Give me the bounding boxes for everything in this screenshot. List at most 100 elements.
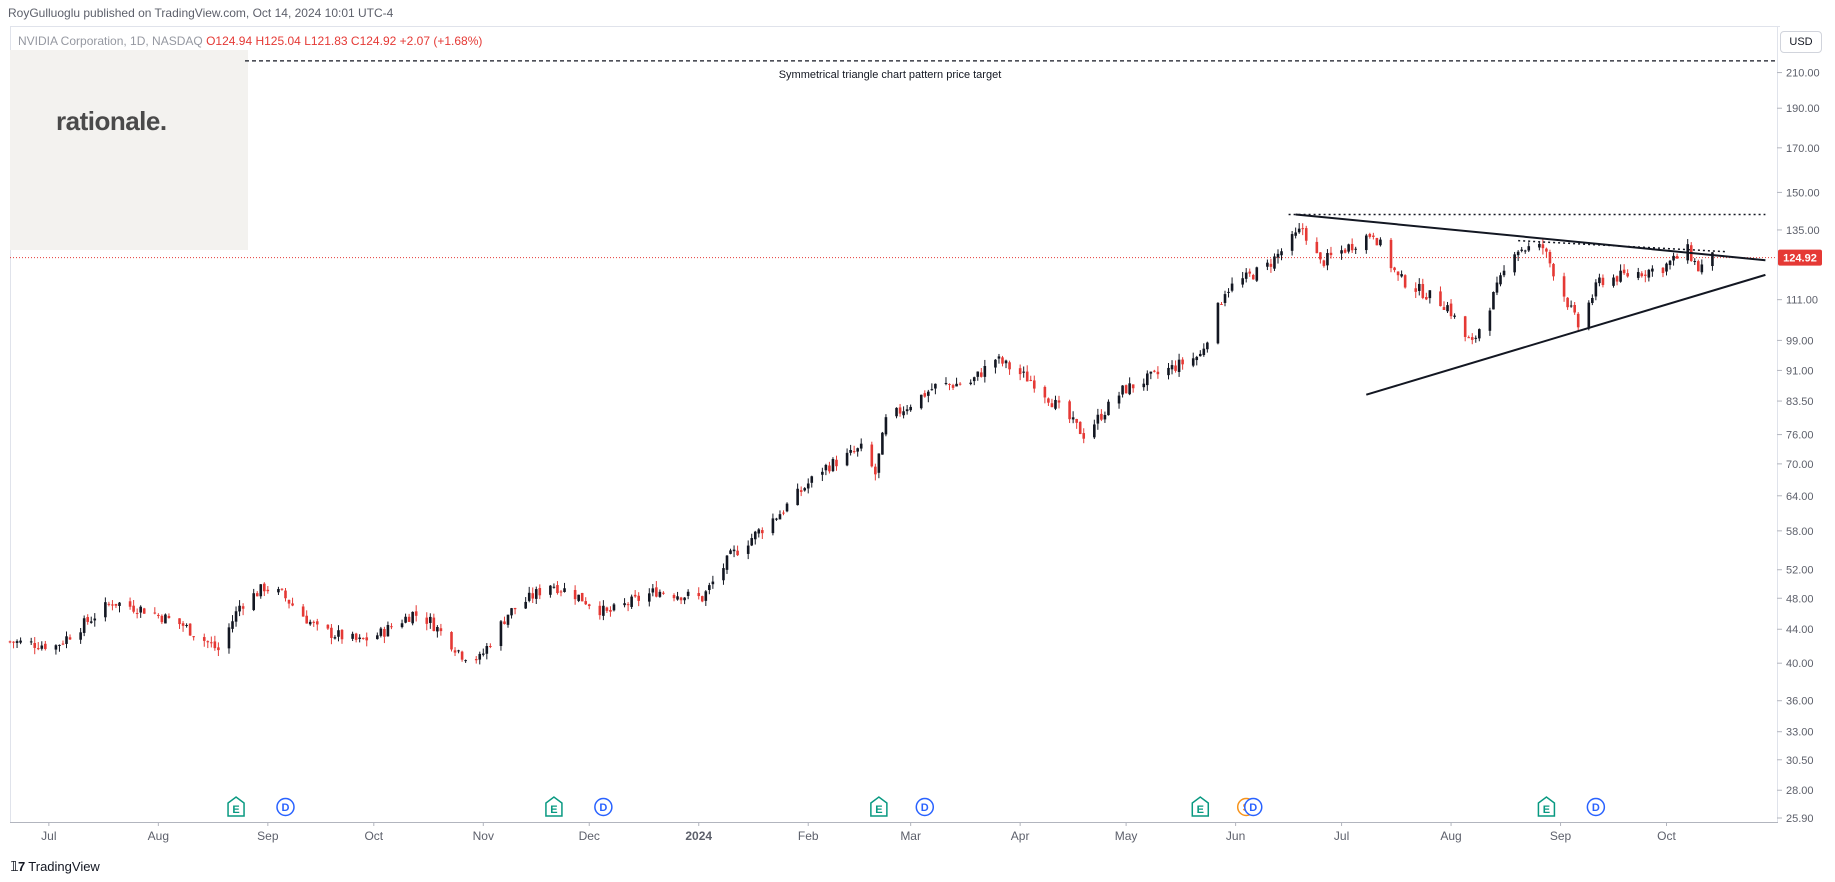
candle-body xyxy=(923,393,927,397)
time-tick-label: Sep xyxy=(1550,829,1572,843)
price-tick-label: 111.00 xyxy=(1786,295,1818,307)
candle-body xyxy=(1612,277,1615,286)
price-tick-label: 190.00 xyxy=(1786,103,1820,115)
candle-body xyxy=(407,616,411,622)
legend-high: H125.04 xyxy=(255,34,301,48)
candle-body xyxy=(485,645,489,654)
candle-body xyxy=(725,555,729,570)
candle-body xyxy=(1230,283,1234,291)
candle-body xyxy=(605,607,609,611)
candle-body xyxy=(972,377,976,382)
candle-body xyxy=(1569,305,1573,307)
candle-body xyxy=(68,637,72,640)
candle-body xyxy=(499,621,503,647)
candle-body xyxy=(1622,269,1626,274)
candle-body xyxy=(927,391,930,396)
candle-body xyxy=(708,585,711,590)
dividend-marker-icon xyxy=(594,797,613,817)
candle-body xyxy=(1149,371,1153,374)
candle-body xyxy=(153,612,157,614)
candle-body xyxy=(651,588,655,593)
candle-body xyxy=(524,601,527,609)
candle-body xyxy=(506,614,510,625)
candle-body xyxy=(753,531,757,540)
candle-body xyxy=(1304,228,1308,241)
candle-body xyxy=(1672,255,1675,261)
candle-body xyxy=(284,590,287,599)
candle-body xyxy=(1400,274,1403,277)
candle-body xyxy=(722,568,725,581)
candle-body xyxy=(1463,316,1467,337)
candle-body xyxy=(1290,234,1294,251)
candle-body xyxy=(1206,342,1209,350)
candle-body xyxy=(1241,278,1244,285)
candle-body xyxy=(474,659,478,661)
candle-body xyxy=(633,594,637,597)
candle-body xyxy=(33,643,37,648)
candle-body xyxy=(944,382,948,384)
candle-body xyxy=(1142,383,1146,388)
earnings-marker-label: E xyxy=(1543,804,1550,816)
candle-body xyxy=(877,453,881,473)
earnings-marker-label: E xyxy=(875,804,882,816)
candle-body xyxy=(111,604,114,606)
dividend-marker-icon xyxy=(1244,797,1263,817)
candle-body xyxy=(1301,228,1305,230)
candle-body xyxy=(746,545,750,554)
candle-body xyxy=(457,650,460,652)
candle-body xyxy=(1220,303,1223,305)
legend-low: L121.83 xyxy=(304,34,348,48)
price-tick-label: 91.00 xyxy=(1786,365,1814,377)
candle-body xyxy=(1566,297,1569,308)
candle-body xyxy=(997,356,1001,359)
earnings-marker-icon xyxy=(1537,796,1556,817)
candle-body xyxy=(559,591,563,593)
candle-body xyxy=(333,637,337,639)
candle-body xyxy=(61,643,65,645)
candle-body xyxy=(1453,315,1456,317)
upper-trendline xyxy=(1295,213,1766,262)
candle-body xyxy=(188,623,192,636)
candle-body xyxy=(29,641,33,643)
candle-body xyxy=(980,372,983,377)
candle-body xyxy=(1244,272,1248,279)
earnings-marker-label: E xyxy=(550,804,557,816)
candle-body xyxy=(1078,421,1082,435)
candle-body xyxy=(626,604,630,606)
candle-body xyxy=(1417,283,1421,291)
candle-body xyxy=(107,603,111,605)
candle-body xyxy=(185,625,188,627)
candle-body xyxy=(1393,267,1396,271)
candle-body xyxy=(976,371,980,377)
footer-brand-text: TradingView xyxy=(28,859,100,874)
candle-body xyxy=(994,359,997,368)
currency-button[interactable]: USD xyxy=(1780,31,1822,53)
candle-body xyxy=(425,617,429,624)
candle-body xyxy=(411,611,414,624)
candle-body xyxy=(1541,244,1545,249)
candle-body xyxy=(1273,256,1276,269)
candle-body xyxy=(478,653,482,660)
candle-body xyxy=(36,648,40,650)
candle-body xyxy=(1322,260,1326,266)
price-axis-border xyxy=(1777,26,1778,822)
candle-body xyxy=(898,407,902,414)
candle-body xyxy=(181,623,185,626)
candle-body xyxy=(750,538,754,546)
candle-body xyxy=(44,643,47,649)
candle-body xyxy=(15,641,19,643)
candle-body xyxy=(895,407,898,417)
price-tick-label: 28.00 xyxy=(1786,785,1814,797)
candle-body xyxy=(778,514,782,520)
candle-body xyxy=(874,466,877,475)
candle-body xyxy=(1131,384,1135,389)
earnings-marker-icon xyxy=(870,796,888,817)
time-tick-label: Mar xyxy=(900,829,921,843)
candle-body xyxy=(1527,246,1531,251)
price-tick-label: 25.90 xyxy=(1786,813,1814,825)
candle-body xyxy=(330,627,333,638)
chart-pane[interactable] xyxy=(10,26,1780,822)
candle-body xyxy=(658,591,662,597)
candle-body xyxy=(1128,383,1131,395)
